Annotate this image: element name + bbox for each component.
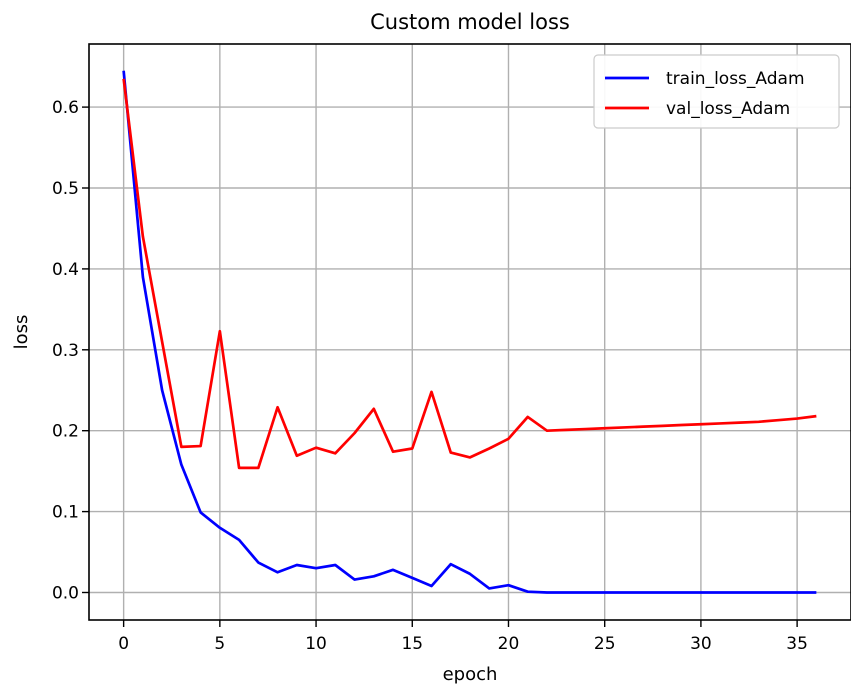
y-tick-labels: 0.0 0.1 0.2 0.3 0.4 0.5 0.6	[52, 98, 79, 603]
y-axis-label: loss	[11, 315, 32, 350]
axis-ticks	[82, 106, 798, 627]
legend-box	[593, 54, 840, 129]
y-tick-label: 0.0	[52, 583, 79, 603]
y-tick-label: 0.6	[52, 98, 79, 118]
y-tick-label: 0.1	[52, 503, 79, 523]
x-tick-label: 35	[786, 634, 808, 654]
x-tick-label: 0	[118, 634, 129, 654]
x-tick-label: 20	[498, 634, 520, 654]
series-line-train-loss-adam	[122, 70, 817, 594]
grid-lines	[89, 44, 851, 620]
series-line-val-loss-adam	[122, 78, 817, 470]
legend-label: train_loss_Adam	[666, 69, 805, 89]
x-tick-label: 25	[594, 634, 616, 654]
legend: train_loss_Adam val_loss_Adam	[593, 54, 840, 129]
x-tick-label: 30	[690, 634, 712, 654]
y-tick-label: 0.2	[52, 422, 79, 442]
legend-label: val_loss_Adam	[666, 99, 790, 119]
plot-lines	[122, 70, 817, 594]
x-tick-label: 15	[401, 634, 423, 654]
x-axis-label: epoch	[443, 664, 498, 685]
x-tick-labels: 0 5 10 15 20 25 30 35	[118, 634, 808, 654]
x-tick-label: 10	[305, 634, 327, 654]
y-tick-label: 0.5	[52, 179, 79, 199]
x-tick-label: 5	[214, 634, 225, 654]
chart-title: Custom model loss	[370, 10, 570, 34]
y-tick-label: 0.4	[52, 260, 79, 280]
plot-frame	[88, 43, 851, 621]
y-tick-label: 0.3	[52, 341, 79, 361]
